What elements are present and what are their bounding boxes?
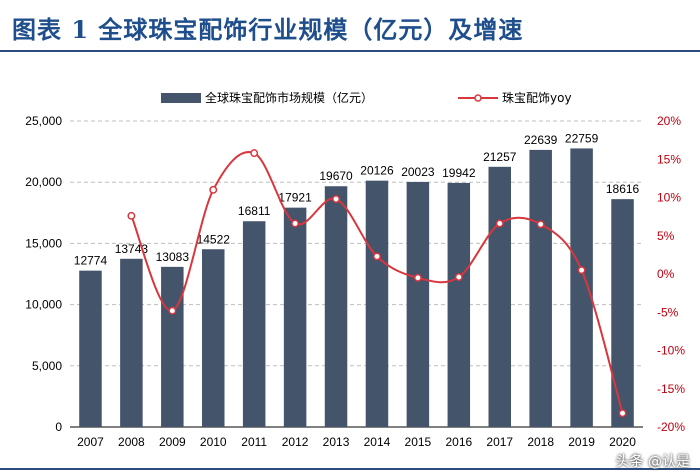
x-tick-label: 2010 xyxy=(200,435,227,449)
x-tick-label: 2016 xyxy=(445,435,472,449)
y-left-tick-label: 15,000 xyxy=(25,236,62,250)
y-left-tick-label: 5,000 xyxy=(32,359,62,373)
legend-line-marker xyxy=(474,94,482,102)
bar-value-label: 22759 xyxy=(565,131,599,145)
legend-line-label: 珠宝配饰yoy xyxy=(502,91,572,105)
bar xyxy=(365,180,389,427)
bottom-divider xyxy=(0,468,700,470)
yoy-point xyxy=(373,252,381,261)
bar-value-label: 13743 xyxy=(115,242,149,256)
x-tick-label: 2015 xyxy=(405,435,432,449)
bar xyxy=(529,149,552,428)
bar-value-label: 12774 xyxy=(74,254,108,268)
bar xyxy=(120,258,143,427)
legend-bar-swatch xyxy=(161,93,201,103)
legend-bar-label: 全球珠宝配饰市场规模（亿元） xyxy=(205,90,373,105)
x-tick-label: 2020 xyxy=(609,435,636,449)
x-tick-label: 2007 xyxy=(77,435,104,449)
y-right-tick-label: -10% xyxy=(657,344,685,358)
bar xyxy=(488,166,512,427)
bar-value-label: 14522 xyxy=(197,232,231,246)
yoy-point xyxy=(577,266,586,275)
bar-value-label: 19670 xyxy=(319,169,353,183)
y-left-tick-label: 10,000 xyxy=(25,298,62,312)
yoy-line xyxy=(130,151,624,414)
bar xyxy=(161,266,184,427)
y-left-tick-label: 20,000 xyxy=(25,175,62,189)
yoy-point xyxy=(413,273,422,282)
yoy-point xyxy=(291,219,300,228)
title-divider xyxy=(0,50,700,52)
x-tick-label: 2009 xyxy=(159,435,186,449)
x-tick-label: 2017 xyxy=(486,435,513,449)
y-right-tick-label: 20% xyxy=(657,114,681,128)
bar xyxy=(283,207,307,427)
yoy-point xyxy=(332,195,340,203)
bar-value-label: 22639 xyxy=(524,133,558,147)
bar xyxy=(570,148,593,427)
x-tick-label: 2018 xyxy=(527,435,554,449)
bar xyxy=(447,182,471,427)
x-tick-label: 2014 xyxy=(364,435,391,449)
bar-value-label: 18616 xyxy=(606,182,640,196)
yoy-point xyxy=(127,211,136,220)
y-right-tick-label: 5% xyxy=(657,229,675,243)
x-tick-label: 2011 xyxy=(241,435,267,449)
bar xyxy=(242,221,266,427)
bar xyxy=(324,186,348,427)
bar-value-label: 19942 xyxy=(442,166,476,180)
bar xyxy=(201,249,225,427)
chart-title: 图表 1 全球珠宝配饰行业规模（亿元）及增速 xyxy=(12,15,524,44)
bar-value-label: 13083 xyxy=(156,250,190,264)
y-right-tick-label: 10% xyxy=(657,191,681,205)
y-left-tick-label: 25,000 xyxy=(25,114,62,128)
yoy-point xyxy=(250,149,259,158)
bar-value-label: 20126 xyxy=(360,164,394,178)
x-tick-label: 2019 xyxy=(568,435,595,449)
yoy-point xyxy=(618,409,627,418)
yoy-point xyxy=(209,185,218,194)
bar-value-label: 21257 xyxy=(483,150,517,164)
watermark: 头条 @认是 xyxy=(615,454,690,470)
x-tick-label: 2013 xyxy=(323,435,350,449)
bar xyxy=(611,199,634,427)
yoy-point xyxy=(495,219,504,228)
yoy-point xyxy=(454,273,463,282)
y-left-tick-label: 0 xyxy=(55,420,62,434)
bar xyxy=(406,181,430,427)
y-right-tick-label: -5% xyxy=(657,305,679,319)
bar xyxy=(79,270,102,427)
yoy-point xyxy=(168,306,177,315)
x-tick-label: 2008 xyxy=(118,435,145,449)
title-bar: 图表 1 全球珠宝配饰行业规模（亿元）及增速 xyxy=(0,0,700,52)
x-tick-label: 2012 xyxy=(282,435,309,449)
y-right-tick-label: -20% xyxy=(657,420,685,434)
y-right-tick-label: -15% xyxy=(657,382,685,396)
bar-value-label: 16811 xyxy=(238,204,271,218)
y-right-tick-label: 15% xyxy=(657,152,681,166)
y-right-tick-label: 0% xyxy=(657,267,675,281)
bar-value-label: 17921 xyxy=(278,191,312,205)
yoy-point xyxy=(536,220,545,229)
bar-value-label: 20023 xyxy=(401,165,435,179)
